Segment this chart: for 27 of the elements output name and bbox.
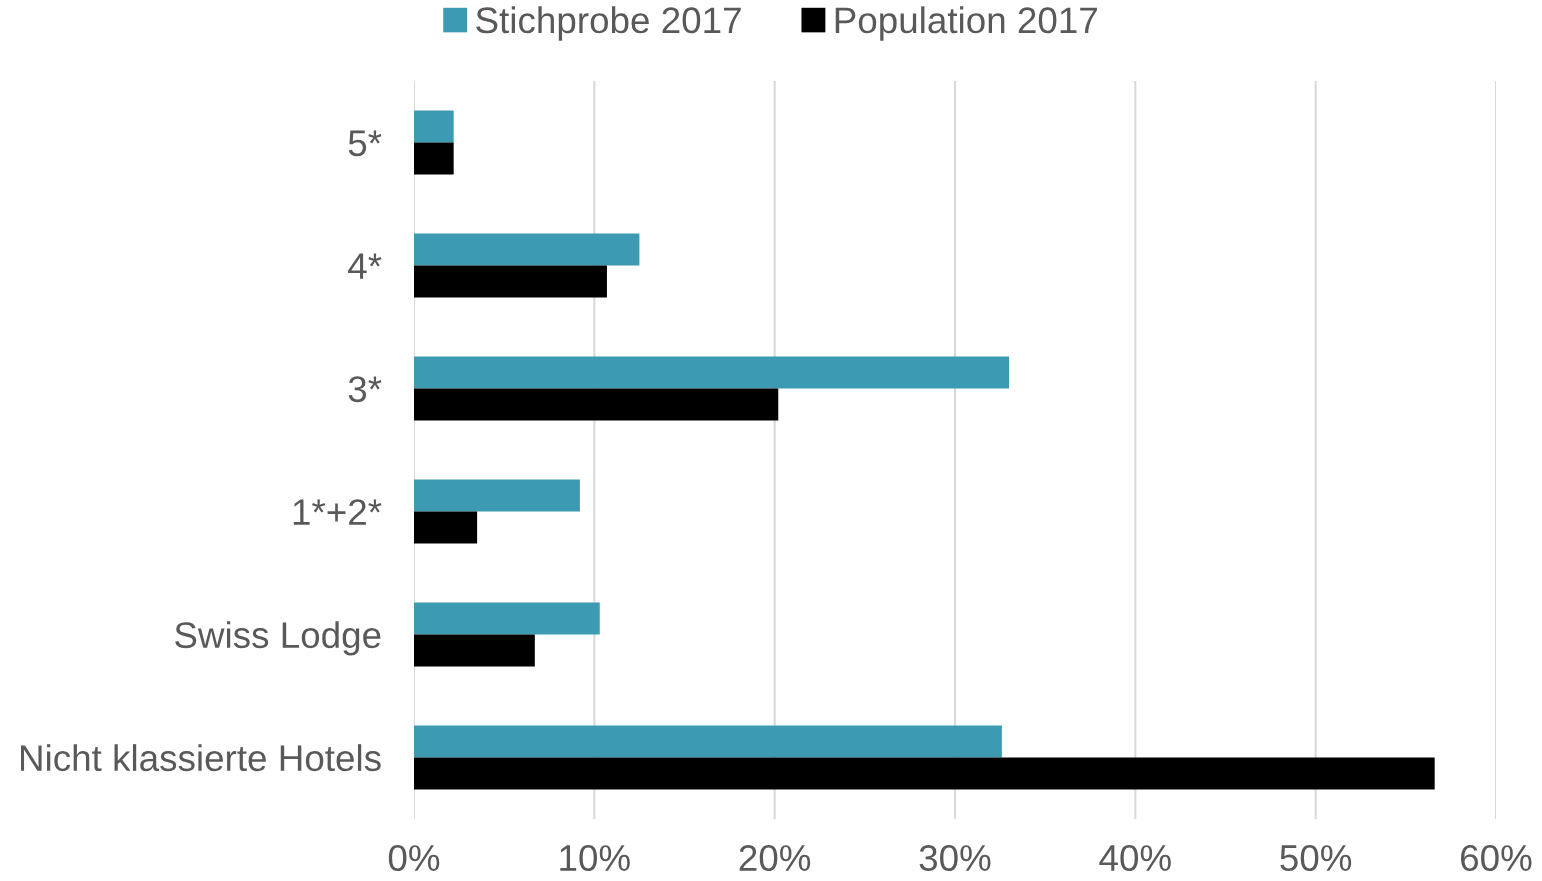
x-tick-label: 40% [1099, 844, 1171, 872]
bar [414, 110, 454, 143]
bar [414, 725, 1002, 758]
bar [414, 265, 607, 298]
bar [414, 233, 640, 266]
bar [414, 511, 478, 544]
bar [414, 479, 580, 512]
legend-label: Population 2017 [835, 6, 1097, 41]
y-tick-label: 1*+2* [293, 499, 382, 525]
x-tick-label: 60% [1461, 844, 1532, 872]
bar [414, 142, 454, 175]
y-tick-label: 4* [348, 253, 382, 279]
x-tick-label: 10% [560, 844, 630, 872]
y-tick-label: 3* [348, 376, 382, 403]
bar [414, 634, 535, 667]
y-tick-label: Nicht klassierte Hotels [21, 744, 381, 772]
legend-label: Stichprobe 2017 [476, 6, 741, 41]
bar [414, 388, 779, 421]
x-tick-label: 0% [388, 844, 440, 872]
x-tick-label: 50% [1280, 844, 1352, 872]
y-tick-label: 5* [348, 130, 382, 157]
x-tick-label: 20% [739, 844, 811, 872]
bar [414, 757, 1435, 790]
y-tick-label: Swiss Lodge [175, 621, 381, 656]
bar [414, 602, 600, 635]
x-tick-label: 30% [919, 844, 991, 872]
bar [414, 356, 1010, 389]
